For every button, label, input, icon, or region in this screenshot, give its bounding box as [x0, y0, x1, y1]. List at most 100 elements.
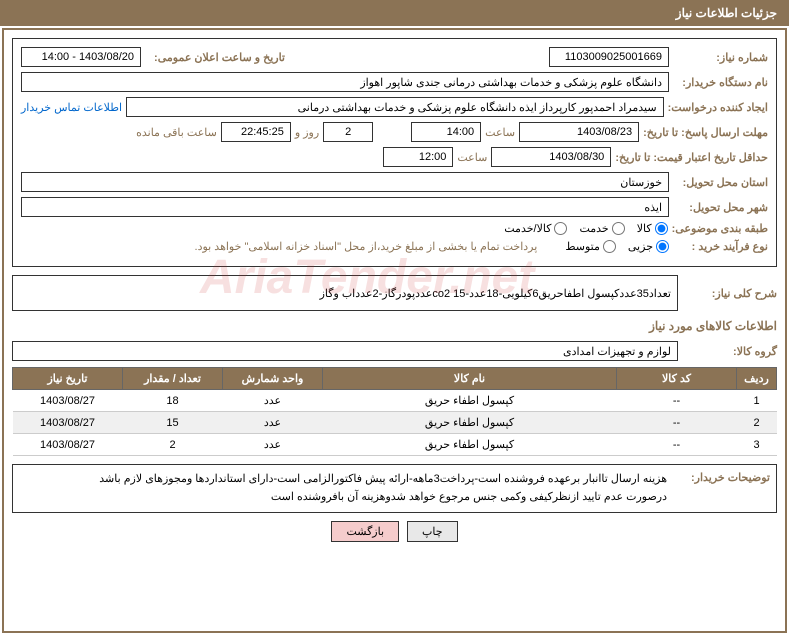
- row-need-number: شماره نیاز: 1103009025001669 تاریخ و ساع…: [21, 47, 768, 67]
- radio-goods-service-label: کالا/خدمت: [504, 222, 551, 235]
- cell-name: کپسول اطفاء حریق: [323, 390, 617, 412]
- radio-goods-input[interactable]: [655, 222, 668, 235]
- day-and-label: روز و: [295, 126, 319, 139]
- radio-medium-input[interactable]: [603, 240, 616, 253]
- cell-unit: عدد: [223, 412, 323, 434]
- th-unit: واحد شمارش: [223, 368, 323, 390]
- deadline-label: مهلت ارسال پاسخ: تا تاریخ:: [643, 126, 768, 139]
- radio-medium[interactable]: متوسط: [565, 240, 616, 253]
- th-date: تاریخ نیاز: [13, 368, 123, 390]
- row-goods-group: گروه کالا: لوازم و تجهیزات امدادی: [12, 341, 777, 361]
- row-price-validity: حداقل تاریخ اعتبار قیمت: تا تاریخ: 1403/…: [21, 147, 768, 167]
- radio-service[interactable]: خدمت: [579, 222, 624, 235]
- time-remaining: 22:45:25: [221, 122, 291, 142]
- table-row: 3 -- کپسول اطفاء حریق عدد 2 1403/08/27: [13, 434, 777, 456]
- row-buyer-org: نام دستگاه خریدار: دانشگاه علوم پزشکی و …: [21, 72, 768, 92]
- time-label-1: ساعت: [485, 126, 515, 139]
- goods-info-title: اطلاعات کالاهای مورد نیاز: [12, 319, 777, 333]
- row-category: طبقه بندی موضوعی: کالا خدمت کالا/خدمت: [21, 222, 768, 235]
- buyer-notes-text: هزینه ارسال تاانبار برعهده فروشنده است-پ…: [19, 471, 667, 506]
- cell-code: --: [617, 412, 737, 434]
- radio-goods-service[interactable]: کالا/خدمت: [504, 222, 567, 235]
- contact-link[interactable]: اطلاعات تماس خریدار: [21, 101, 122, 114]
- row-response-deadline: مهلت ارسال پاسخ: تا تاریخ: 1403/08/23 سا…: [21, 122, 768, 142]
- cell-date: 1403/08/27: [13, 412, 123, 434]
- deadline-time: 14:00: [411, 122, 481, 142]
- need-number-value: 1103009025001669: [549, 47, 669, 67]
- cell-name: کپسول اطفاء حریق: [323, 434, 617, 456]
- details-box: شماره نیاز: 1103009025001669 تاریخ و ساع…: [12, 38, 777, 267]
- cell-name: کپسول اطفاء حریق: [323, 412, 617, 434]
- table-header-row: ردیف کد کالا نام کالا واحد شمارش تعداد /…: [13, 368, 777, 390]
- buyer-notes-box: توضیحات خریدار: هزینه ارسال تاانبار برعه…: [12, 464, 777, 513]
- category-radios: کالا خدمت کالا/خدمت: [504, 222, 667, 235]
- row-requester: ایجاد کننده درخواست: سیدمراد احمدپور کار…: [21, 97, 768, 117]
- radio-goods-label: کالا: [637, 222, 652, 235]
- th-name: نام کالا: [323, 368, 617, 390]
- radio-goods-service-input[interactable]: [554, 222, 567, 235]
- cell-date: 1403/08/27: [13, 390, 123, 412]
- print-button[interactable]: چاپ: [407, 521, 458, 542]
- cell-idx: 1: [737, 390, 777, 412]
- need-desc-label: شرح کلی نیاز:: [682, 287, 777, 300]
- cell-idx: 3: [737, 434, 777, 456]
- main-container: شماره نیاز: 1103009025001669 تاریخ و ساع…: [2, 28, 787, 633]
- price-validity-label: حداقل تاریخ اعتبار قیمت: تا تاریخ:: [615, 151, 768, 164]
- button-row: چاپ بازگشت: [4, 513, 785, 550]
- radio-service-label: خدمت: [579, 222, 608, 235]
- cell-unit: عدد: [223, 390, 323, 412]
- back-button[interactable]: بازگشت: [331, 521, 399, 542]
- row-purchase-type: نوع فرآیند خرید : جزیی متوسط پرداخت تمام…: [21, 240, 768, 253]
- buyer-org-label: نام دستگاه خریدار:: [673, 76, 768, 89]
- requester-value: سیدمراد احمدپور کارپرداز ایذه دانشگاه عل…: [126, 97, 664, 117]
- row-city: شهر محل تحویل: ایذه: [21, 197, 768, 217]
- province-label: استان محل تحویل:: [673, 176, 768, 189]
- buyer-notes-line-1: هزینه ارسال تاانبار برعهده فروشنده است-پ…: [19, 471, 667, 489]
- th-qty: تعداد / مقدار: [123, 368, 223, 390]
- row-need-desc: شرح کلی نیاز: تعداد35عددکپسول اطفاحریق6ک…: [12, 275, 777, 311]
- goods-group-value: لوازم و تجهیزات امدادی: [12, 341, 678, 361]
- cell-code: --: [617, 390, 737, 412]
- announce-label: تاریخ و ساعت اعلان عمومی:: [145, 51, 285, 64]
- th-idx: ردیف: [737, 368, 777, 390]
- desc-section: شرح کلی نیاز: تعداد35عددکپسول اطفاحریق6ک…: [12, 275, 777, 513]
- cell-qty: 18: [123, 390, 223, 412]
- table-row: 1 -- کپسول اطفاء حریق عدد 18 1403/08/27: [13, 390, 777, 412]
- buyer-notes-label: توضیحات خریدار:: [675, 471, 770, 506]
- payment-note: پرداخت تمام یا بخشی از مبلغ خرید،از محل …: [195, 240, 538, 253]
- table-row: 2 -- کپسول اطفاء حریق عدد 15 1403/08/27: [13, 412, 777, 434]
- th-code: کد کالا: [617, 368, 737, 390]
- radio-partial[interactable]: جزیی: [628, 240, 669, 253]
- price-validity-date: 1403/08/30: [491, 147, 611, 167]
- need-number-label: شماره نیاز:: [673, 51, 768, 64]
- radio-service-input[interactable]: [612, 222, 625, 235]
- radio-medium-label: متوسط: [565, 240, 600, 253]
- panel-header: جزئیات اطلاعات نیاز: [0, 0, 789, 26]
- cell-qty: 2: [123, 434, 223, 456]
- buyer-notes-line-2: درصورت عدم تایید ازنظرکیفی وکمی جنس مرجو…: [19, 489, 667, 507]
- cell-date: 1403/08/27: [13, 434, 123, 456]
- city-label: شهر محل تحویل:: [673, 201, 768, 214]
- cell-qty: 15: [123, 412, 223, 434]
- days-remaining: 2: [323, 122, 373, 142]
- requester-label: ایجاد کننده درخواست:: [668, 101, 768, 114]
- goods-group-label: گروه کالا:: [682, 345, 777, 358]
- cell-unit: عدد: [223, 434, 323, 456]
- goods-table: ردیف کد کالا نام کالا واحد شمارش تعداد /…: [12, 367, 777, 456]
- radio-partial-input[interactable]: [656, 240, 669, 253]
- row-province: استان محل تحویل: خوزستان: [21, 172, 768, 192]
- time-label-2: ساعت: [457, 151, 487, 164]
- radio-partial-label: جزیی: [628, 240, 653, 253]
- city-value: ایذه: [21, 197, 669, 217]
- announce-value: 1403/08/20 - 14:00: [21, 47, 141, 67]
- price-validity-time: 12:00: [383, 147, 453, 167]
- purchase-radios: جزیی متوسط: [565, 240, 669, 253]
- buyer-org-value: دانشگاه علوم پزشکی و خدمات بهداشتی درمان…: [21, 72, 669, 92]
- page-title: جزئیات اطلاعات نیاز: [676, 6, 777, 20]
- deadline-date: 1403/08/23: [519, 122, 639, 142]
- province-value: خوزستان: [21, 172, 669, 192]
- radio-goods[interactable]: کالا: [637, 222, 668, 235]
- cell-code: --: [617, 434, 737, 456]
- purchase-type-label: نوع فرآیند خرید :: [673, 240, 768, 253]
- remaining-label: ساعت باقی مانده: [136, 126, 217, 139]
